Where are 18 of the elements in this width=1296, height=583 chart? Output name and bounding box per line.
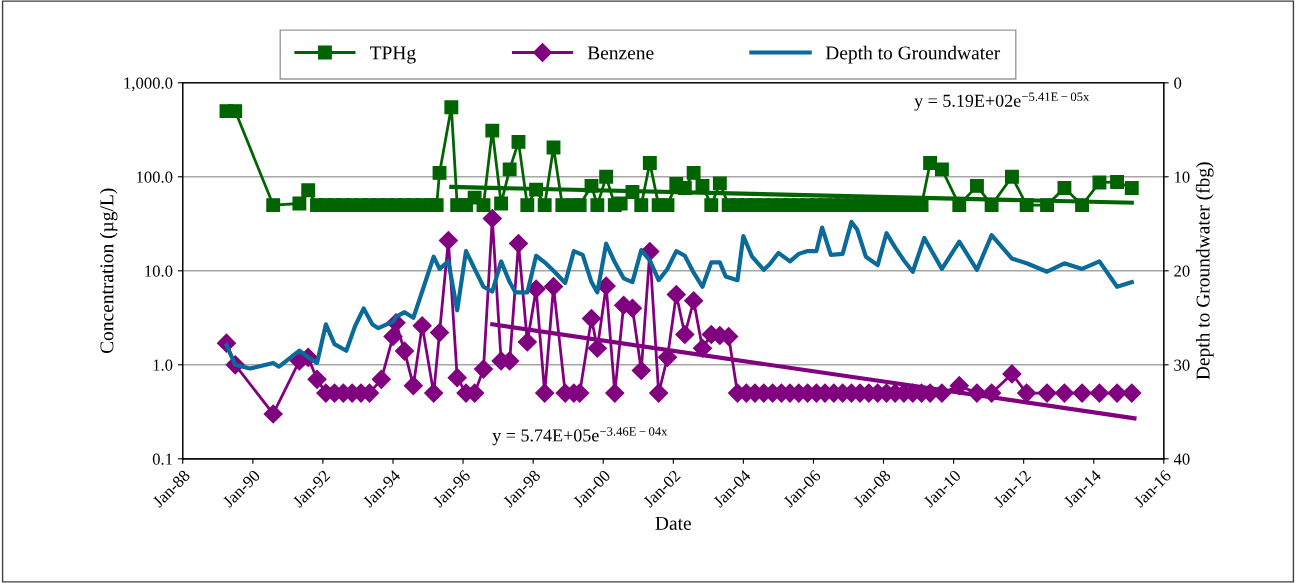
y-tick-label: 10.0: [145, 265, 173, 277]
x-axis-title: Date: [655, 516, 691, 530]
legend-label: Depth to Groundwater: [825, 45, 1001, 64]
y-tick-label: 0.1: [152, 453, 173, 465]
y2-tick-label: 40: [1173, 453, 1190, 465]
y-axis-title: Concentration (µg/L): [99, 188, 118, 354]
y-tick-label: 100.0: [136, 171, 173, 183]
y2-tick-label: 30: [1174, 359, 1190, 371]
y2-tick-label: 0: [1174, 77, 1182, 89]
annotation: y = 5.74E+05e$^{−3.46E−04x}$: [492, 427, 668, 446]
annotation: y = 5.19E+02e$^{−5.41E−05x}$: [914, 92, 1090, 111]
y2-axis-title: Depth to Groundwater (fbg): [1195, 162, 1214, 380]
y2-tick-label: 10: [1175, 171, 1190, 183]
legend-label: TPHg: [370, 46, 416, 64]
y-tick-label: 1,000.0: [124, 77, 173, 92]
legend-label: Benzene: [587, 46, 654, 60]
y2-tick-label: 20: [1174, 265, 1190, 277]
y-tick-label: 1.0: [153, 359, 173, 371]
